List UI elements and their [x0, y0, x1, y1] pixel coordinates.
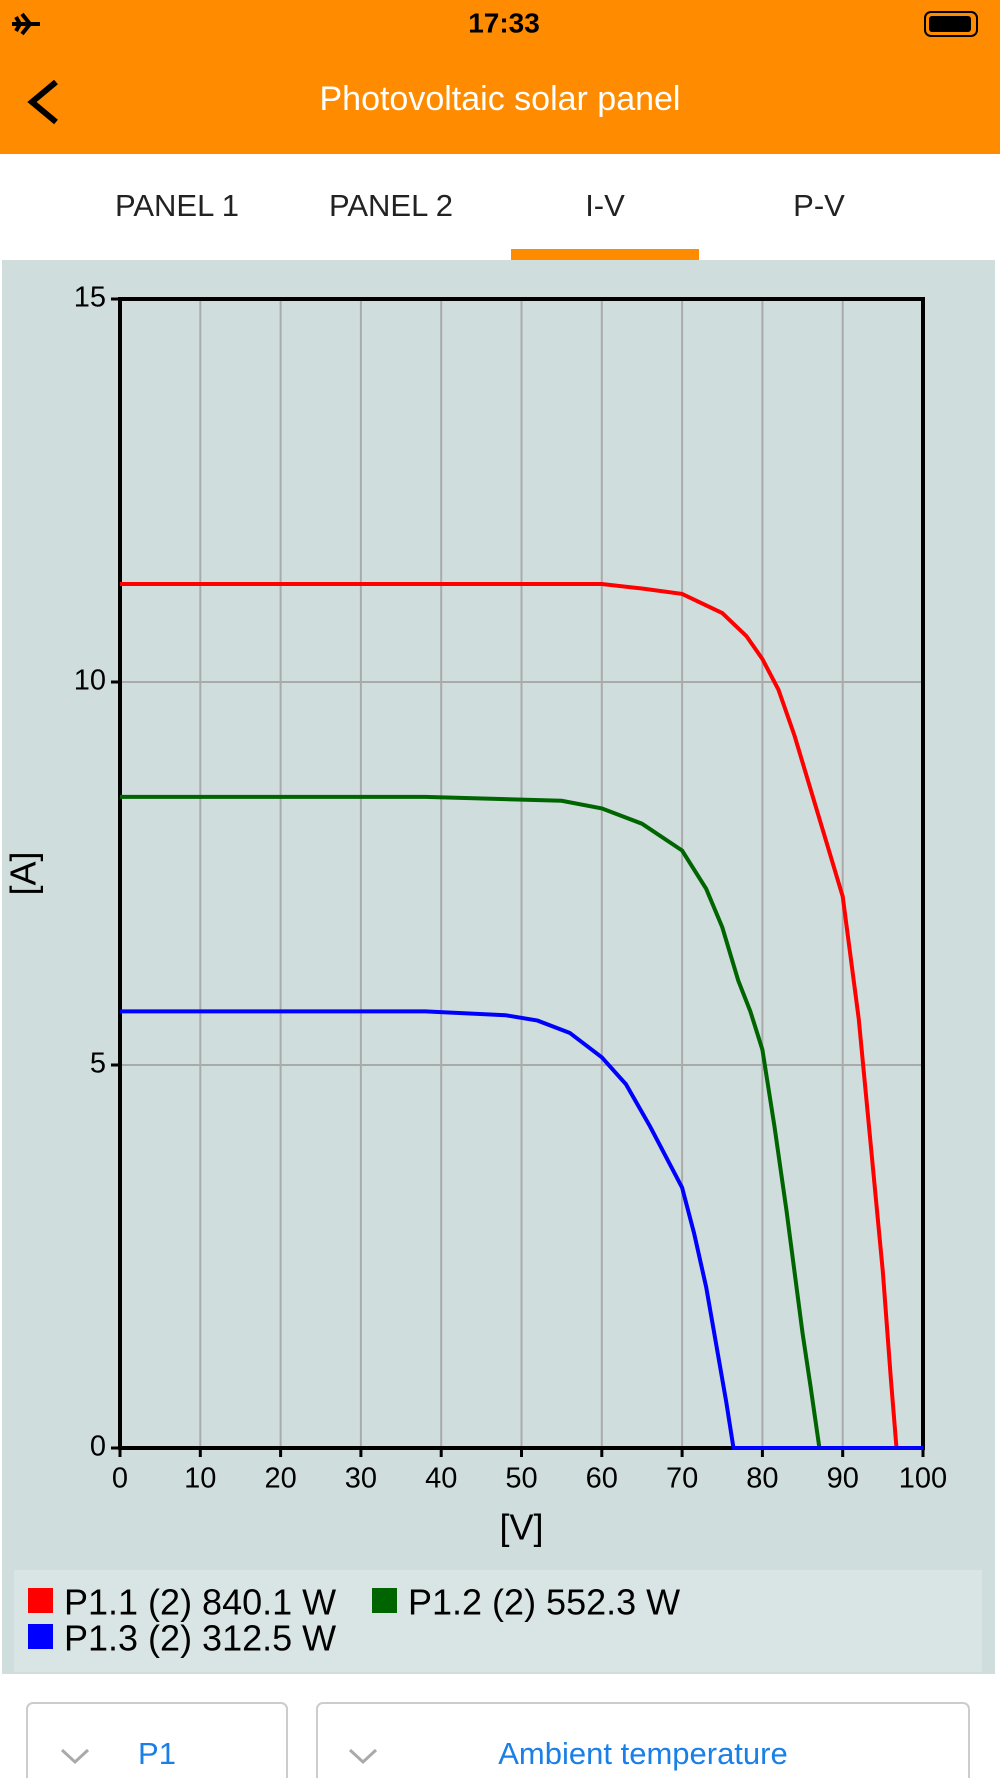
header-title: Photovoltaic solar panel: [319, 80, 680, 118]
battery-icon: [924, 11, 978, 37]
dropdown-label[interactable]: Ambient temperature: [498, 1736, 787, 1771]
chevron: [60, 1748, 378, 1765]
x-tick-label: 50: [505, 1463, 537, 1495]
x-tick-label: 90: [827, 1463, 859, 1495]
x-tick-label: 0: [112, 1463, 128, 1495]
dropdown[interactable]: [26, 1702, 288, 1778]
dropdown-label[interactable]: P1: [138, 1736, 176, 1771]
legend-swatch: [372, 1588, 397, 1613]
x-tick-label: 30: [345, 1463, 377, 1495]
airplane-icon: [12, 12, 40, 36]
y-tick-label: 5: [90, 1048, 106, 1080]
series-line: [120, 1009, 923, 1450]
series-line: [120, 581, 923, 1450]
legend-label: P1.1 (2) 840.1 W: [64, 1582, 336, 1623]
x-tick-label: 40: [425, 1463, 457, 1495]
x-axis-label: [V]: [499, 1507, 543, 1548]
legend-label: P1.3 (2) 312.5 W: [64, 1618, 336, 1659]
x-tick-label: 80: [746, 1463, 778, 1495]
tab[interactable]: I-V: [585, 188, 625, 223]
x-tick-label: 70: [666, 1463, 698, 1495]
tab[interactable]: PANEL 1: [115, 188, 239, 223]
back-button[interactable]: [27, 79, 58, 125]
tab[interactable]: P-V: [793, 188, 845, 223]
legend-swatch: [28, 1588, 53, 1613]
x-tick-label: 10: [184, 1463, 216, 1495]
plot-frame: [118, 297, 925, 1450]
legend-swatch: [28, 1624, 53, 1649]
header-bar: [0, 0, 1000, 154]
y-tick-label: 0: [90, 1431, 106, 1463]
tab-indicator: [511, 249, 699, 260]
y-axis-label: [A]: [3, 851, 44, 895]
y-tick-label: 10: [74, 665, 106, 697]
dropdown[interactable]: [316, 1702, 970, 1778]
legend-label: P1.2 (2) 552.3 W: [408, 1582, 680, 1623]
y-tick-label: 15: [74, 282, 106, 314]
chart-area: [2, 260, 995, 1674]
tab[interactable]: PANEL 2: [329, 188, 453, 223]
battery-level: [929, 16, 971, 32]
x-tick-label: 60: [586, 1463, 618, 1495]
x-tick-label: 100: [899, 1463, 947, 1495]
series-line: [120, 794, 923, 1450]
x-tick-label: 20: [264, 1463, 296, 1495]
legend-box: [14, 1570, 982, 1672]
status-time: 17:33: [468, 7, 540, 38]
